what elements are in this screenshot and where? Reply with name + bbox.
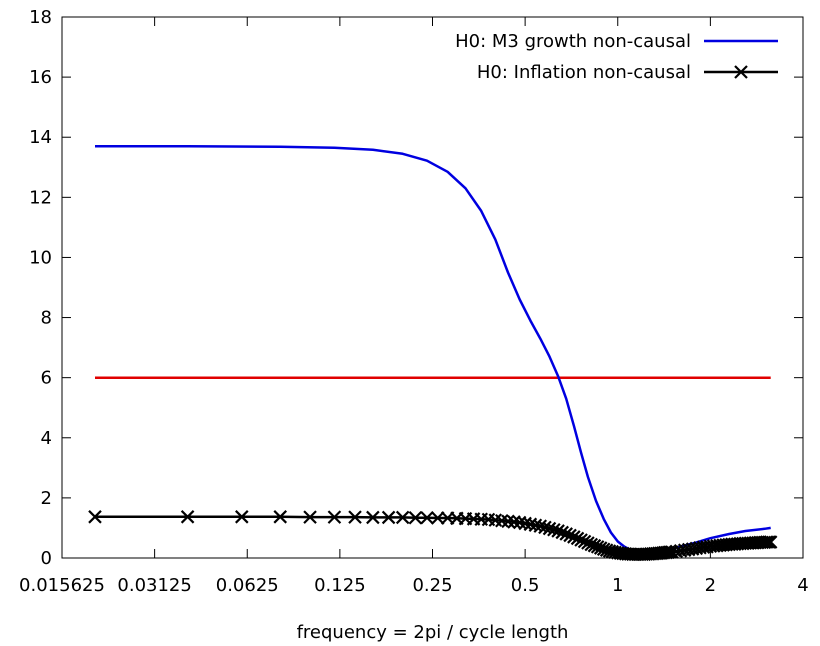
data-point-marker xyxy=(577,534,592,549)
data-point-marker xyxy=(88,510,102,524)
x-tick-label: 4 xyxy=(797,575,808,596)
legend-label: H0: Inflation non-causal xyxy=(477,62,691,83)
y-tick-label: 12 xyxy=(29,187,52,208)
data-point-marker xyxy=(563,528,577,543)
data-point-marker xyxy=(567,530,581,544)
legend-label: H0: M3 growth non-causal xyxy=(455,31,691,52)
data-point-marker xyxy=(551,524,565,538)
data-point-marker xyxy=(235,510,249,524)
data-point-marker xyxy=(518,516,532,531)
x-tick-label: 0.125 xyxy=(314,575,366,596)
x-axis-title: frequency = 2pi / cycle length xyxy=(297,622,569,643)
data-point-marker xyxy=(757,535,772,550)
x-tick-label: 0.03125 xyxy=(117,575,191,596)
x-tick-label: 2 xyxy=(705,575,716,596)
x-tick-label: 1 xyxy=(612,575,623,596)
y-tick-label: 18 xyxy=(29,7,52,28)
data-point-marker xyxy=(570,531,585,546)
data-point-marker xyxy=(507,515,521,529)
data-point-marker xyxy=(542,521,557,536)
y-tick-label: 2 xyxy=(41,488,52,509)
data-point-marker xyxy=(559,527,573,541)
y-tick-label: 16 xyxy=(29,67,52,88)
data-point-marker xyxy=(762,535,776,549)
x-tick-label: 0.015625 xyxy=(19,575,105,596)
data-point-marker xyxy=(408,510,423,525)
data-point-marker xyxy=(303,510,317,524)
y-tick-label: 0 xyxy=(41,548,52,569)
data-point-marker xyxy=(547,522,561,537)
data-point-marker xyxy=(180,510,195,524)
data-point-marker xyxy=(555,525,570,540)
data-point-marker xyxy=(348,510,362,524)
data-point-marker xyxy=(273,510,288,524)
y-tick-label: 14 xyxy=(29,127,52,148)
x-tick-label: 0.5 xyxy=(511,575,540,596)
data-point-marker xyxy=(327,510,342,524)
x-tick-label: 0.25 xyxy=(412,575,452,596)
x-tick-label: 0.0625 xyxy=(216,575,279,596)
legend-swatch-marker xyxy=(734,65,748,79)
y-tick-label: 4 xyxy=(41,428,52,449)
data-point-marker xyxy=(759,535,774,549)
data-point-marker xyxy=(366,510,380,525)
data-point-marker xyxy=(420,510,434,525)
data-point-marker xyxy=(763,535,778,549)
y-tick-label: 8 xyxy=(41,308,52,329)
data-point-marker xyxy=(574,533,588,547)
y-tick-label: 6 xyxy=(41,368,52,389)
data-point-marker xyxy=(381,510,396,525)
legend: H0: M3 growth non-causal H0: Inflation no… xyxy=(455,31,778,83)
data-point-marker xyxy=(430,511,445,525)
data-point-marker xyxy=(512,515,527,530)
y-tick-label: 10 xyxy=(29,247,52,268)
data-point-marker xyxy=(395,510,410,525)
